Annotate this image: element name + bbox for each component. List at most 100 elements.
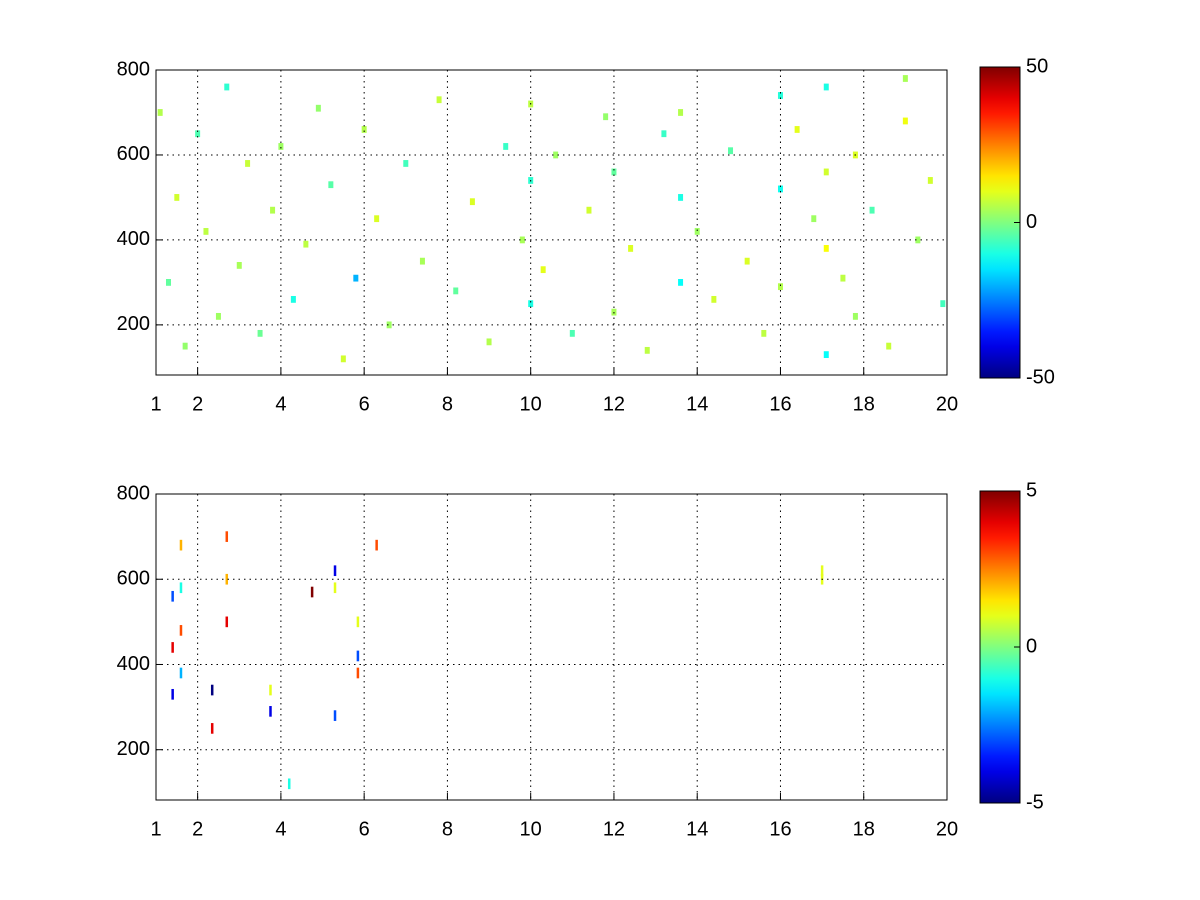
heatmap-cell [628, 245, 634, 252]
heatmap-cell [486, 338, 492, 346]
y-tick-label: 600 [117, 568, 150, 590]
heatmap-cell [353, 274, 359, 282]
heatmap-cell [179, 582, 183, 594]
heatmap-cell [278, 143, 284, 150]
heatmap-cell [869, 206, 875, 214]
colorbar [979, 66, 1021, 379]
x-tick-label: 10 [520, 393, 542, 415]
heatmap-cell [823, 351, 829, 359]
heatmap-cell [661, 130, 667, 138]
heatmap-cell [210, 723, 214, 734]
x-tick-label: 2 [192, 818, 203, 840]
heatmap-cell [328, 181, 334, 189]
heatmap-cell [840, 274, 846, 282]
heatmap-cell [269, 706, 272, 717]
y-tick-label: 400 [117, 228, 150, 250]
heatmap-cell [333, 565, 337, 577]
heatmap-cell [519, 236, 525, 244]
heatmap-cell [611, 168, 617, 176]
heatmap-cell [886, 342, 892, 350]
heatmap-cell [361, 126, 367, 133]
x-tick-label: 14 [686, 393, 708, 415]
heatmap-cell [245, 160, 251, 167]
y-tick-label: 800 [117, 482, 150, 504]
x-tick-label: 6 [359, 393, 370, 415]
heatmap-cell [374, 215, 380, 223]
colorbar-tick-label: 5 [1026, 479, 1037, 501]
x-tick-label: 8 [442, 818, 453, 840]
heatmap-cell [179, 625, 183, 636]
heatmap-cell [540, 266, 546, 274]
heatmap-cell [711, 295, 717, 303]
heatmap-cell [179, 539, 183, 551]
colorbar-tick-label: 50 [1026, 55, 1048, 77]
heatmap-cell [777, 283, 783, 291]
heatmap-cell [386, 321, 392, 329]
heatmap-cell [419, 257, 425, 265]
x-tick-label: 4 [275, 818, 286, 840]
x-tick-label: 18 [853, 393, 875, 415]
heatmap-cell [678, 278, 684, 286]
y-tick-label: 600 [117, 143, 150, 165]
heatmap-cell [203, 228, 209, 235]
heatmap-cell [315, 104, 321, 112]
x-tick-label: 12 [603, 818, 625, 840]
heatmap-cell [236, 262, 242, 269]
x-tick-label: 20 [936, 818, 958, 840]
heatmap-cell [728, 147, 734, 155]
heatmap-cell [210, 684, 214, 696]
x-tick-label: 1 [150, 393, 161, 415]
heatmap-cell [678, 194, 684, 201]
heatmap-cell [503, 143, 509, 150]
heatmap-cell [333, 582, 337, 594]
heatmap-cell [287, 778, 291, 790]
x-tick-label: 14 [686, 818, 708, 840]
heatmap-cell [182, 342, 188, 350]
heatmap-cell [694, 228, 700, 235]
heatmap-cell [403, 160, 409, 167]
heatmap-cell [270, 206, 276, 214]
heatmap-cell [902, 75, 908, 82]
heatmap-cell [171, 590, 174, 602]
heatmap-cell [356, 616, 360, 628]
colorbar-tick-label: -50 [1026, 366, 1055, 388]
colorbar [979, 490, 1021, 804]
heatmap-cell [823, 168, 829, 176]
heatmap-cell [375, 539, 378, 551]
heatmap-cell [165, 278, 171, 286]
heatmap-cell [171, 688, 174, 700]
y-tick-label: 800 [117, 58, 150, 80]
heatmap-cell [356, 650, 360, 662]
heatmap-cell [744, 257, 750, 265]
heatmap-cell [852, 312, 858, 320]
heatmap-cell [902, 117, 908, 125]
heatmap-cell [453, 287, 459, 295]
heatmap-cell [777, 185, 783, 193]
heatmap-cell [823, 245, 829, 252]
heatmap-cell [290, 295, 296, 303]
heatmap-cell [940, 300, 946, 308]
x-tick-label: 2 [192, 393, 203, 415]
x-tick-label: 8 [442, 393, 453, 415]
x-tick-label: 12 [603, 393, 625, 415]
heatmap-cell [171, 642, 174, 653]
heatmap-cell [179, 667, 183, 679]
heatmap-cell [257, 329, 263, 337]
axes-box [155, 493, 948, 801]
heatmap-cell [820, 565, 824, 577]
heatmap-cell [215, 312, 221, 320]
heatmap-cell [761, 329, 767, 337]
heatmap-cell [157, 109, 163, 116]
heatmap-cell [269, 684, 272, 696]
y-tick-label: 200 [117, 738, 150, 760]
x-tick-label: 20 [936, 393, 958, 415]
heatmap-cell [225, 616, 229, 628]
heatmap-cell [224, 83, 230, 91]
heatmap-cell [225, 531, 229, 542]
heatmap-cell [469, 198, 475, 206]
x-tick-label: 10 [520, 818, 542, 840]
heatmap-cell [356, 667, 360, 679]
heatmap-cell [794, 126, 800, 133]
heatmap-cell [195, 130, 201, 138]
